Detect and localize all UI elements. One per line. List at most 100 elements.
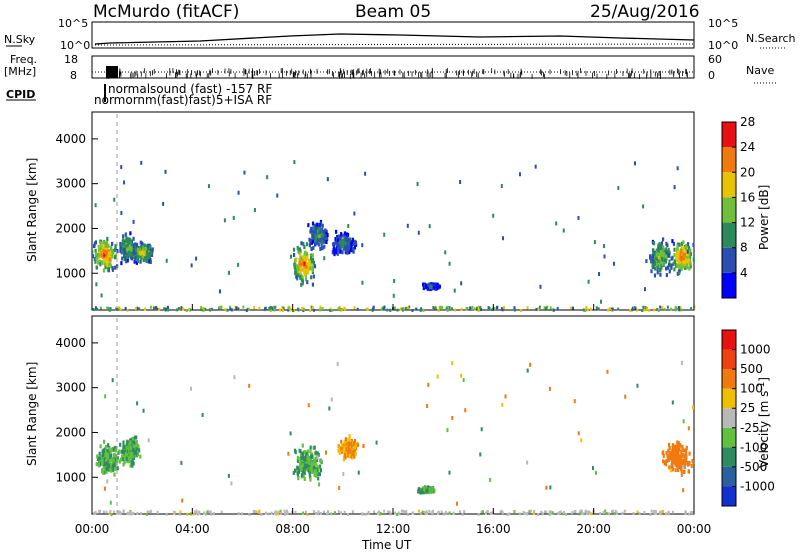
- sparse-cell: [642, 204, 645, 209]
- nave-tick-bottom: 0: [708, 69, 715, 82]
- data-cell: [298, 250, 301, 255]
- data-cell: [125, 242, 128, 247]
- data-cell: [667, 265, 670, 270]
- data-cell: [346, 453, 350, 458]
- data-cell: [111, 447, 115, 452]
- data-cell: [668, 250, 671, 255]
- data-cell: [681, 453, 684, 458]
- ground-scatter-cell: [633, 306, 636, 310]
- data-cell: [110, 447, 113, 452]
- x-tick-label: 00:00: [677, 522, 712, 536]
- sparse-cell: [669, 468, 672, 473]
- ground-scatter-cell: [432, 306, 435, 310]
- x-tick-label: 12:00: [376, 522, 411, 536]
- sparse-cell: [460, 281, 463, 286]
- data-cell: [659, 259, 662, 264]
- ground-scatter-cell: [117, 510, 120, 514]
- ground-scatter-cell: [144, 307, 147, 311]
- sparse-cell: [464, 408, 467, 413]
- data-cell: [126, 459, 129, 464]
- data-cell: [119, 442, 122, 447]
- data-cell: [130, 240, 133, 245]
- data-cell: [340, 238, 343, 243]
- data-cell: [310, 460, 313, 465]
- ground-scatter-cell: [632, 511, 635, 515]
- data-cell: [299, 275, 302, 280]
- beam-title: Beam 05: [355, 2, 431, 22]
- data-cell: [676, 244, 679, 249]
- data-cell: [128, 449, 131, 454]
- data-cell: [315, 232, 318, 237]
- data-cell: [113, 248, 116, 253]
- data-cell: [682, 459, 685, 464]
- data-cell: [670, 263, 673, 268]
- ground-scatter-cell: [426, 511, 429, 515]
- data-cell: [114, 453, 117, 458]
- ground-scatter-cell: [523, 511, 526, 515]
- ground-scatter-cell: [663, 307, 666, 311]
- data-cell: [303, 471, 306, 476]
- ground-scatter-cell: [654, 509, 657, 513]
- data-cell: [132, 461, 135, 466]
- velocity-colorbar: 1000 500 100 25 -25 -100 -500 -1000: [721, 329, 775, 507]
- data-cell: [684, 258, 687, 263]
- ground-scatter-cell: [273, 308, 276, 312]
- nsky-tick-bottom: 10^0: [60, 39, 90, 52]
- ground-scatter-cell: [264, 307, 267, 311]
- sparse-cell: [100, 293, 103, 298]
- ground-scatter-cell: [291, 309, 294, 313]
- ground-scatter-cell: [189, 308, 192, 312]
- ground-scatter-cell: [565, 512, 568, 516]
- data-cell: [652, 241, 656, 246]
- data-cell: [132, 440, 135, 445]
- data-cell: [146, 254, 150, 259]
- velocity-frame: [91, 315, 695, 515]
- data-cell: [675, 451, 678, 456]
- data-cell: [105, 451, 108, 456]
- x-tick-label: 04:00: [175, 522, 210, 536]
- ground-scatter-cell: [310, 305, 313, 309]
- data-cell: [347, 250, 350, 255]
- data-cell: [343, 455, 346, 460]
- sparse-cell: [165, 258, 168, 263]
- data-cell: [677, 456, 681, 461]
- colorbar-frame: [721, 121, 737, 299]
- data-cell: [127, 453, 130, 458]
- ground-scatter-cell: [109, 509, 112, 513]
- sparse-cell: [451, 361, 454, 366]
- velocity-data: [93, 360, 695, 517]
- data-cell: [649, 256, 652, 261]
- data-cell: [660, 252, 663, 257]
- data-cell: [114, 265, 117, 270]
- data-cell: [105, 447, 108, 452]
- data-cell: [671, 445, 674, 450]
- data-cell: [346, 244, 349, 249]
- ground-scatter-cell: [546, 305, 549, 309]
- data-cell: [136, 452, 140, 457]
- data-cell: [344, 245, 347, 250]
- data-cell: [110, 245, 113, 250]
- data-cell: [300, 256, 303, 261]
- sparse-cell: [323, 256, 326, 261]
- data-cell: [326, 233, 329, 238]
- data-cell: [297, 469, 301, 474]
- data-cell: [139, 240, 142, 245]
- data-cell: [317, 476, 320, 481]
- data-cell: [149, 245, 152, 250]
- sparse-cell: [518, 172, 521, 177]
- sparse-cell: [195, 256, 198, 261]
- colorbar-tick-label: 1000: [740, 343, 771, 357]
- ground-scatter-cell: [240, 512, 243, 516]
- data-cell: [119, 248, 122, 253]
- data-cell: [147, 250, 150, 255]
- ground-scatter-cell: [106, 306, 109, 310]
- ground-scatter-cell: [479, 306, 482, 310]
- data-cell: [98, 260, 101, 265]
- sparse-cell: [534, 164, 537, 169]
- sparse-cell: [338, 485, 341, 490]
- data-cell: [692, 257, 695, 262]
- data-cell: [340, 446, 343, 451]
- colorbar-swatch: [722, 330, 736, 350]
- data-cell: [145, 250, 149, 255]
- data-cell: [103, 466, 107, 471]
